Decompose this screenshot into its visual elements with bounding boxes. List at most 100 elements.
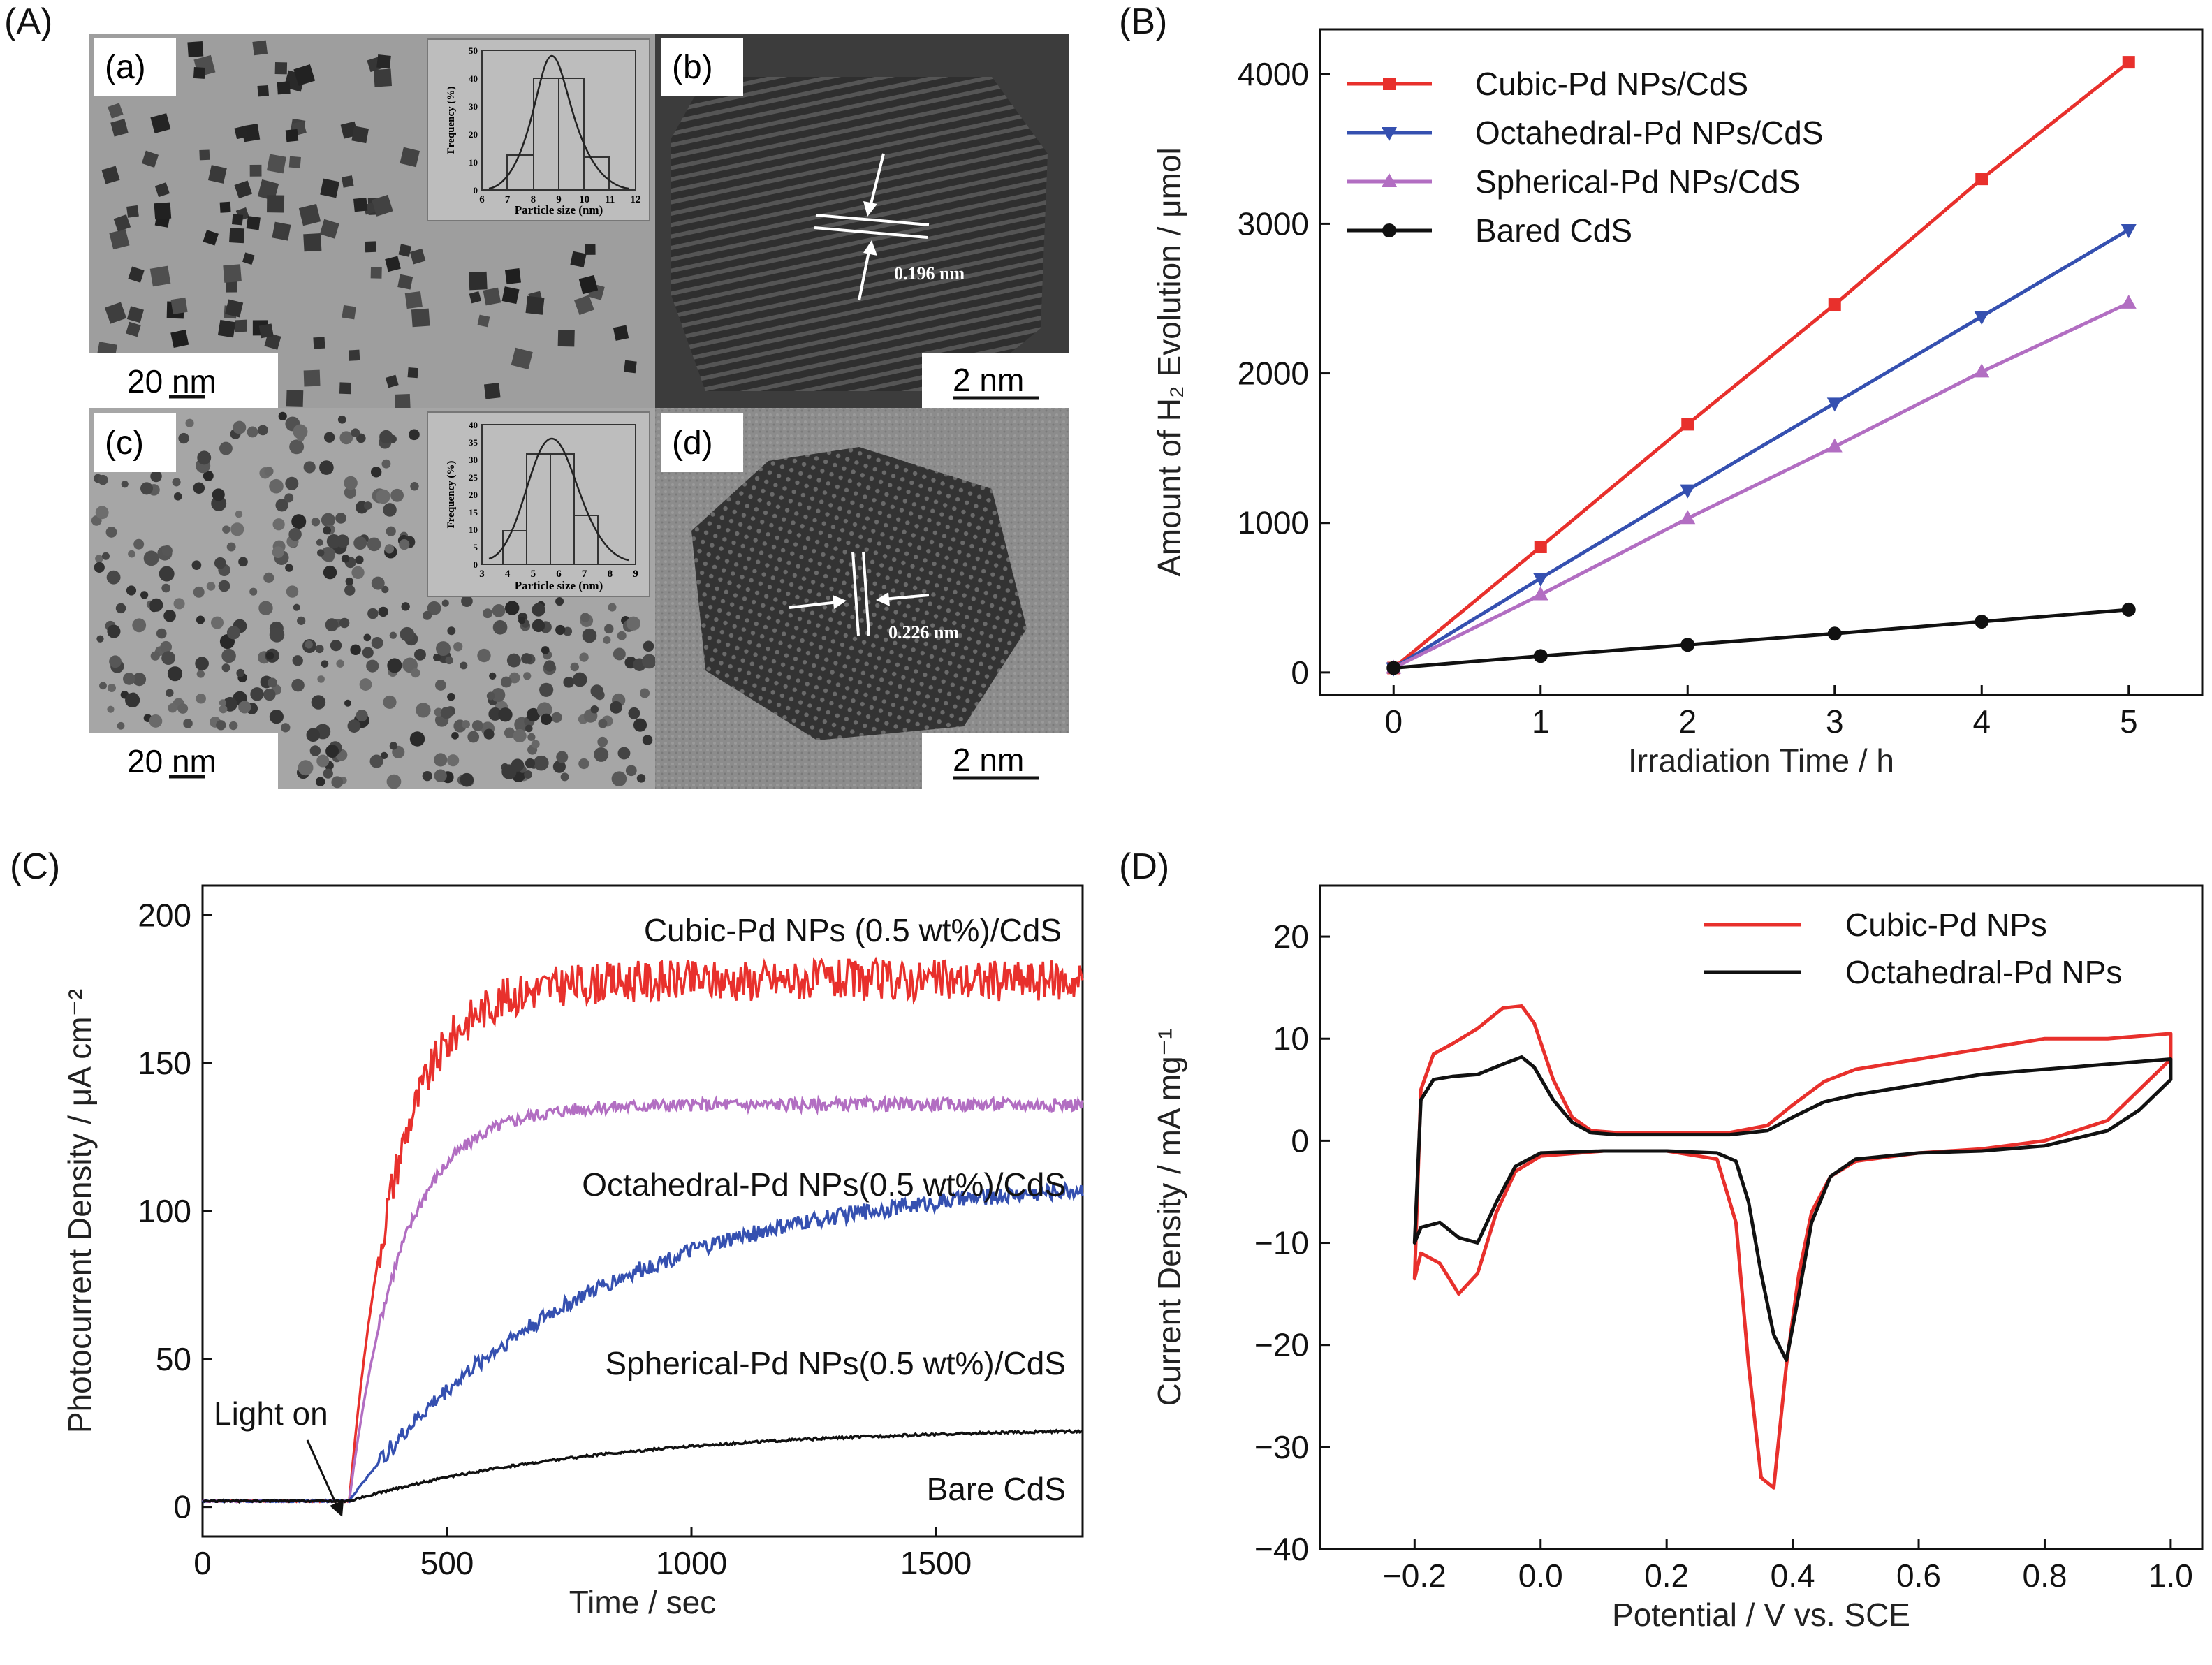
nanosphere (462, 720, 470, 728)
nanocube (313, 337, 325, 349)
chart-photocurrent: 0 500 1000 1500 0 50 100 150 200 Time / sec Photoc… (61, 884, 1084, 1620)
subpanel-b-label-box (661, 38, 743, 96)
nanosphere (281, 723, 291, 733)
nanocube (319, 219, 339, 239)
nanocube (203, 230, 219, 246)
nanosphere (335, 513, 346, 524)
nanosphere (521, 653, 532, 664)
nanosphere (533, 755, 549, 771)
nanosphere (309, 745, 321, 756)
nanocube (234, 180, 253, 199)
arrow-icon (883, 594, 930, 601)
nanocube (154, 182, 170, 198)
nanosphere (183, 719, 193, 728)
nanosphere (330, 639, 342, 652)
nanocube (585, 244, 596, 255)
nanocube (400, 147, 420, 168)
nanosphere (339, 431, 353, 445)
nanocube (298, 203, 321, 226)
nanosphere (508, 672, 520, 684)
nanosphere (288, 527, 302, 541)
nanosphere (409, 731, 425, 747)
nanosphere (541, 713, 552, 726)
data-point-marker (2121, 294, 2137, 309)
nanosphere (626, 616, 640, 631)
data-point-marker (1680, 510, 1696, 525)
nanocube (267, 195, 285, 213)
nanosphere (178, 432, 189, 444)
nanocube (469, 291, 482, 304)
nanocube (149, 265, 171, 287)
nanosphere (359, 678, 372, 691)
inset-a-xlabel: Particle size (nm) (515, 203, 603, 217)
arrow-icon (789, 601, 839, 609)
tem-tile-a: (a) 20 nm Particle size (nm) Frequency (… (89, 34, 655, 410)
y-tick-label: 1000 (1238, 505, 1309, 541)
x-tick-label: 0 (1384, 703, 1402, 740)
nanosphere (160, 640, 173, 653)
x-tick-label: 500 (420, 1545, 474, 1581)
nanosphere (347, 719, 361, 733)
legend-label: Bared CdS (1475, 212, 1632, 249)
inset-tick-label: 6 (479, 194, 485, 205)
nanosphere (272, 518, 285, 531)
subpanel-d-label: (d) (672, 425, 713, 462)
nanosphere (291, 678, 305, 692)
nanosphere (216, 720, 226, 731)
inset-tick-label: 30 (469, 455, 478, 465)
nanosphere (126, 585, 137, 596)
arrow-icon (306, 1439, 339, 1509)
nanocube (207, 165, 227, 184)
nanocube (409, 248, 426, 265)
nanosphere (471, 720, 483, 731)
nanocube (398, 244, 412, 257)
nanocube (371, 194, 393, 217)
y-tick-label: 50 (156, 1341, 191, 1377)
data-point-marker (1680, 638, 1695, 652)
nanosphere (594, 747, 609, 762)
nanocube (223, 264, 242, 283)
inset-tick-label: 35 (469, 437, 478, 448)
nanosphere (582, 628, 597, 643)
nanosphere (613, 647, 626, 661)
x-tick-label: −0.2 (1383, 1557, 1446, 1594)
nanosphere (269, 478, 284, 494)
nanosphere (367, 537, 381, 552)
nanosphere (321, 547, 336, 562)
nanosphere (233, 420, 247, 434)
scalebar-b-label: 2 nm (953, 362, 1024, 398)
inset-tick-label: 8 (531, 194, 536, 205)
nanosphere (518, 617, 526, 624)
nanosphere (128, 550, 135, 558)
nanosphere (371, 637, 383, 649)
data-point-marker (1534, 540, 1547, 553)
nanosphere (150, 651, 160, 661)
subpanel-c-label: (c) (105, 425, 144, 462)
nanosphere (363, 633, 372, 642)
legend-label: Octahedral-Pd NPs (1845, 954, 2122, 990)
nanosphere (222, 525, 230, 534)
nanosphere (427, 601, 441, 615)
light-on-annotation: Light on (214, 1395, 328, 1432)
nanocube (109, 229, 130, 250)
nanosphere (235, 510, 243, 518)
nanosphere (161, 583, 170, 593)
nanosphere (356, 710, 368, 722)
nanocube (264, 332, 281, 350)
data-point-marker (2121, 602, 2136, 617)
inset-tick-label: 10 (469, 157, 478, 168)
inset-tick-label: 50 (469, 45, 478, 56)
hrtem-tile-d: (d) 0.226 nm 2 nm (655, 408, 1069, 789)
subpanel-a-label: (a) (105, 49, 146, 86)
inset-a-yticks: 0 10 20 30 40 50 (469, 45, 478, 196)
nanosphere (604, 624, 614, 634)
nanosphere (356, 433, 366, 443)
nanosphere (323, 565, 337, 580)
nanosphere (524, 770, 533, 779)
nanosphere (423, 610, 432, 620)
nanosphere (617, 747, 631, 760)
inset-tick-label: 9 (556, 194, 562, 205)
inset-tick-label: 0 (474, 185, 478, 196)
nanosphere (506, 653, 521, 668)
